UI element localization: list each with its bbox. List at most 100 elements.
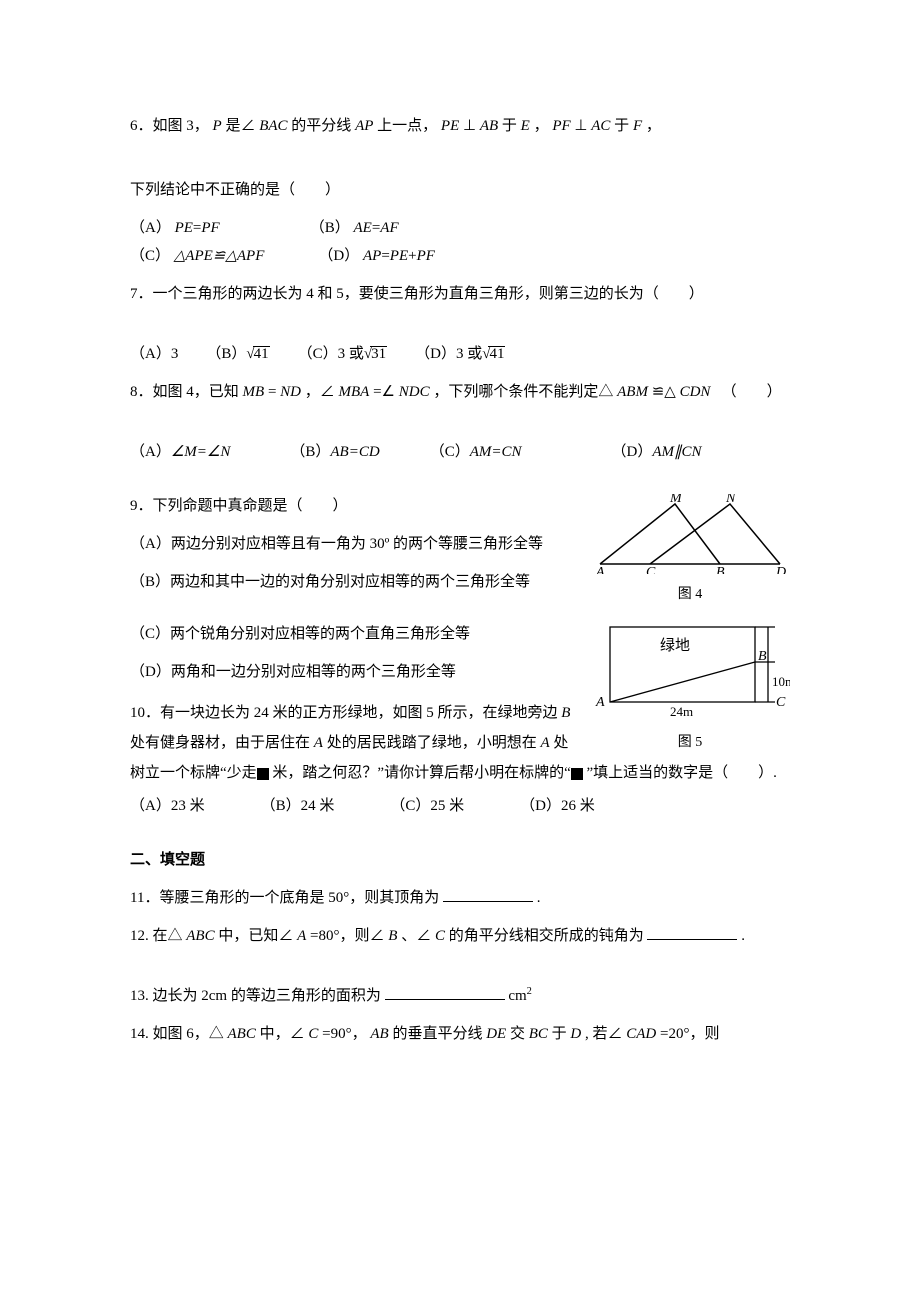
q6-P: P: [213, 118, 222, 134]
q6-opt-d: （D） AP = PE + PF: [318, 244, 435, 268]
q7-options: （A） 3 （B） √41 （C） 3 或 √31 （D） 3 或 √41: [130, 342, 790, 366]
fig4-C: C: [646, 565, 656, 574]
q6-C-expr: △APE≌△APF: [174, 244, 265, 268]
figure-5: 绿地 A B C 24m 10m 图 5: [590, 622, 790, 755]
q6-PE: PE: [441, 118, 459, 134]
q8-A-l: （A）: [130, 440, 171, 464]
black-square-icon-2: [571, 768, 583, 780]
section-2-title: 二、填空题: [130, 848, 790, 872]
q7-D-sqrt: √41: [482, 342, 505, 366]
q7-opt-a: （A） 3: [130, 342, 178, 366]
q14-g: , 若∠: [585, 1026, 623, 1042]
q12-Aang: A: [297, 928, 306, 944]
q10-optC-l: （C）: [390, 794, 430, 818]
q6-AB: AB: [480, 118, 498, 134]
q8-stem: 8．如图 4，已知 MB = ND ，∠ MBA =∠ NDC ，下列哪个条件不…: [130, 380, 790, 404]
fig5-B: B: [758, 649, 767, 664]
q7-opt-d: （D） 3 或 √41: [415, 342, 505, 366]
q6-t6: 于: [502, 118, 521, 134]
q8-D-l: （D）: [612, 440, 653, 464]
fig5-caption: 图 5: [590, 732, 790, 754]
fig5-A: A: [595, 695, 605, 710]
q8-eqA: =∠: [373, 384, 395, 400]
q7-opt-c: （C） 3 或 √31: [298, 342, 388, 366]
q7-C-label: （C）: [298, 342, 338, 366]
q13-sup: 2: [527, 986, 532, 997]
q12-a: 12. 在△: [130, 928, 183, 944]
q13-blank[interactable]: [385, 984, 505, 1000]
q14-AB: AB: [370, 1026, 388, 1042]
q7-D-rad: 41: [488, 346, 505, 362]
q8-ABM: ABM: [617, 384, 648, 400]
q6-B-l: AE: [353, 216, 371, 240]
q13-a: 13. 边长为 2cm 的等边三角形的面积为: [130, 988, 381, 1004]
q7-C-sqrt: √31: [364, 342, 387, 366]
q7-C-rad: 31: [370, 346, 387, 362]
q14-D: D: [570, 1026, 581, 1042]
q8-tail: （ ）: [714, 384, 782, 400]
q14-DE: DE: [486, 1026, 506, 1042]
q6-t7: ，: [534, 118, 549, 134]
q7-stem: 7．一个三角形的两边长为 4 和 5，要使三角形为直角三角形，则第三边的长为（ …: [130, 282, 790, 306]
q6-t9: 于: [614, 118, 633, 134]
q7-B-label: （B）: [206, 342, 246, 366]
q10-optA-l: （A）: [130, 794, 171, 818]
q7-A: 3: [171, 342, 179, 366]
q6-PF: PF: [552, 118, 570, 134]
q14-CAD: CAD: [626, 1026, 656, 1042]
q6-t1: 6．如图 3，: [130, 118, 209, 134]
q12: 12. 在△ ABC 中，已知∠ A =80°，则∠ B 、∠ C 的角平分线相…: [130, 924, 790, 948]
q8-MBA: MBA: [339, 384, 370, 400]
q12-Cang: C: [435, 928, 445, 944]
q12-blank[interactable]: [647, 924, 737, 940]
q6-F: F: [633, 118, 642, 134]
fig4-A: A: [595, 565, 605, 574]
fig5-green: 绿地: [660, 637, 690, 654]
q10-optD-l: （D）: [520, 794, 561, 818]
q8-C: AM=CN: [470, 440, 522, 464]
q7-D-label: （D）: [415, 342, 456, 366]
q7-B-rad: 41: [253, 346, 270, 362]
q10-a: 10．有一块边长为 24 米的正方形绿地，如图 5 所示，在绿地旁边: [130, 705, 561, 721]
q6-B-eq: =: [372, 216, 380, 240]
q10-opt-a: （A） 23 米: [130, 794, 205, 818]
q12-f: .: [741, 928, 745, 944]
q11-blank[interactable]: [443, 886, 533, 902]
q6-A-r: PF: [201, 216, 219, 240]
q14-BC: BC: [529, 1026, 548, 1042]
q10-optB-l: （B）: [261, 794, 301, 818]
fig4-B: B: [716, 565, 725, 574]
fig4-svg: A C B D M N: [590, 494, 790, 574]
q14-Cang: C: [308, 1026, 318, 1042]
figure-4: A C B D M N 图 4: [590, 494, 790, 607]
q8-B: AB=CD: [330, 440, 379, 464]
fig4-M: M: [669, 494, 683, 506]
q6-t5: ⊥: [463, 118, 476, 134]
q10-optC: 25 米: [430, 794, 464, 818]
q6-t2: 是∠: [225, 118, 255, 134]
q8-D: AM∥CN: [652, 440, 701, 464]
q14-f: 于: [552, 1026, 571, 1042]
q8-A: ∠M=∠N: [171, 440, 231, 464]
fig4-D: D: [775, 565, 786, 574]
fig4-N: N: [725, 494, 736, 506]
q6-opt-a: （A） PE = PF: [130, 216, 220, 240]
q8-B-l: （B）: [290, 440, 330, 464]
q10-opt-b: （B） 24 米: [261, 794, 335, 818]
black-square-icon: [257, 768, 269, 780]
q8-opt-a: （A） ∠M=∠N: [130, 440, 230, 464]
q12-Bang: B: [388, 928, 397, 944]
q8-opt-c: （C） AM=CN: [430, 440, 522, 464]
q7-opt-b: （B） √41: [206, 342, 269, 366]
fig5-svg: 绿地 A B C 24m 10m: [590, 622, 790, 722]
q8-cong: ≌△: [652, 384, 676, 400]
q6-AP: AP: [355, 118, 373, 134]
q14-d: 的垂直平分线: [392, 1026, 486, 1042]
q6-stem-line1: 6．如图 3， P 是∠ BAC 的平分线 AP 上一点， PE ⊥ AB 于 …: [130, 114, 790, 138]
fig4-caption: 图 4: [590, 584, 790, 606]
fig5-24: 24m: [670, 704, 693, 719]
q7-A-label: （A）: [130, 342, 171, 366]
q10-c: 处的居民践踏了绿地，小明想在: [327, 735, 541, 751]
q6-C-label: （C）: [130, 244, 170, 268]
q6-D-r: PF: [417, 244, 435, 268]
